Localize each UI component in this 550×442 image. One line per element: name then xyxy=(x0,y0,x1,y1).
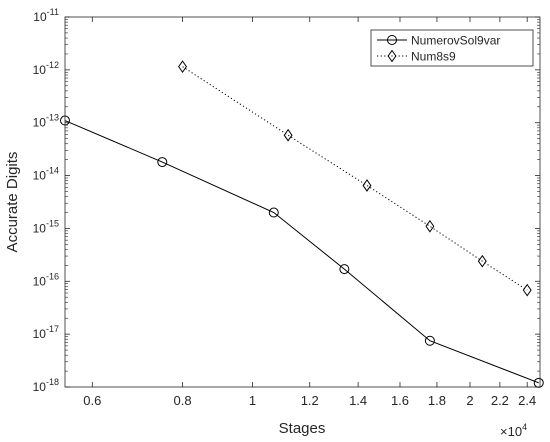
series-1-point xyxy=(339,264,350,275)
y-tick-label-base: 10 xyxy=(33,274,47,288)
ticks-layer: 0.6 0.8 1 1.2 1.4 1.6 1.8 2 2.2 2.410-1810-1710-1… xyxy=(33,7,540,408)
series-2-point xyxy=(477,254,487,268)
y-tick-label-exponent: -11 xyxy=(47,7,59,17)
y-tick-label: 10-11 xyxy=(33,7,59,24)
y-tick-label-base: 10 xyxy=(33,221,47,235)
series-2-point xyxy=(283,128,293,142)
x-exponent-base: ×10 xyxy=(500,424,522,439)
y-tick-label-base: 10 xyxy=(33,169,47,183)
y-tick-label-exponent: -12 xyxy=(46,60,59,70)
series-2-point xyxy=(522,283,532,297)
y-tick-label-base: 10 xyxy=(33,10,47,24)
plot-background xyxy=(65,17,540,387)
y-tick-label: 10-15 xyxy=(33,218,59,235)
y-tick-label-base: 10 xyxy=(33,327,47,341)
x-tick-label: 1.2 xyxy=(301,393,319,408)
legend-box xyxy=(370,29,534,67)
series-1-point xyxy=(424,335,435,346)
x-tick-label: 1 xyxy=(249,393,256,408)
series-1-point xyxy=(157,157,168,168)
series-1-point xyxy=(268,207,279,218)
y-tick-label-exponent: -14 xyxy=(46,166,59,176)
y-axis-label: Accurate Digits xyxy=(4,152,21,253)
x-tick-label: 0.6 xyxy=(83,393,101,408)
x-exponent-power: 4 xyxy=(522,422,527,432)
legend: NumerovSol9var Num8s9 xyxy=(370,29,534,67)
y-tick-label: 10-18 xyxy=(33,377,59,394)
legend-marker-2 xyxy=(387,49,397,63)
y-tick-label: 10-14 xyxy=(33,166,59,183)
x-tick-label: 2.4 xyxy=(518,393,536,408)
y-tick-label-exponent: -15 xyxy=(46,218,59,228)
series-2-point xyxy=(178,60,188,74)
series-layer xyxy=(60,60,544,388)
y-tick-label-base: 10 xyxy=(33,380,47,394)
series-line-1 xyxy=(64,120,539,384)
y-tick-label: 10-12 xyxy=(33,60,59,77)
x-tick-label: 2.2 xyxy=(491,393,509,408)
y-tick-label: 10-17 xyxy=(33,324,59,341)
y-tick-label: 10-13 xyxy=(33,113,59,130)
y-tick-label: 10-16 xyxy=(33,271,59,288)
axes-layer xyxy=(64,16,541,388)
series-2-point xyxy=(425,219,435,233)
legend-label-1: NumerovSol9var xyxy=(411,34,500,48)
axes-box xyxy=(64,16,541,388)
y-tick-label-exponent: -18 xyxy=(46,377,59,387)
x-tick-label: 1.4 xyxy=(349,393,367,408)
y-tick-label-exponent: -16 xyxy=(46,271,59,281)
y-tick-label-exponent: -17 xyxy=(46,324,59,334)
x-tick-label: 1.8 xyxy=(428,393,446,408)
legend-marker-1 xyxy=(387,35,397,45)
x-axis-label: Stages xyxy=(279,420,326,437)
x-exponent-label: ×104 xyxy=(500,422,527,439)
series-2-point xyxy=(362,179,372,192)
x-tick-label: 2 xyxy=(466,393,473,408)
x-tick-label: 1.6 xyxy=(391,393,409,408)
legend-label-2: Num8s9 xyxy=(411,50,456,64)
x-tick-label: 0.8 xyxy=(174,393,192,408)
series-line-2 xyxy=(182,66,528,291)
y-tick-label-base: 10 xyxy=(33,116,47,130)
y-tick-label-exponent: -13 xyxy=(46,113,59,123)
y-tick-label-base: 10 xyxy=(33,63,47,77)
